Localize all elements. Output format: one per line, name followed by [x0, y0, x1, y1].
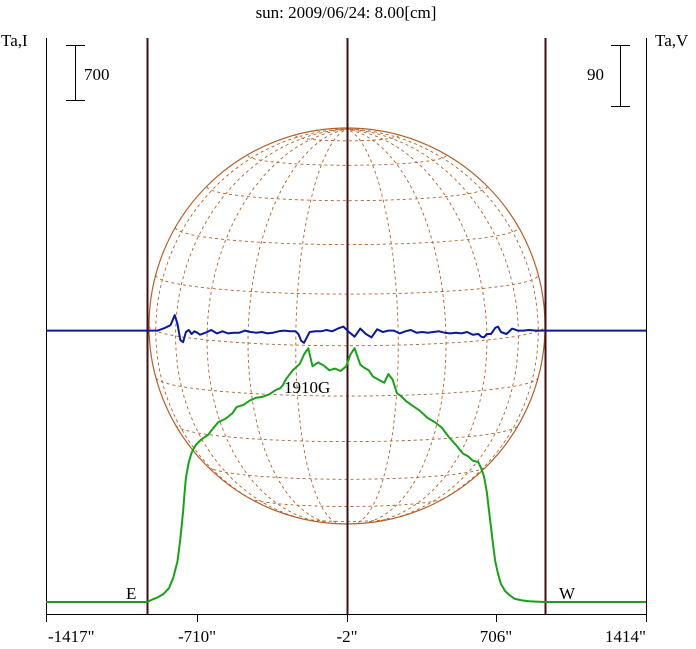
x-axis-ticks: -1417" -710" -2" 706" 1414" [46, 614, 647, 646]
latitude-line [175, 425, 519, 443]
polarization-series-line [46, 314, 646, 344]
longitude-line [206, 128, 348, 524]
annotation-1910g: 1910G [284, 378, 330, 397]
x-tick-label: -2" [336, 627, 357, 646]
longitude-line [247, 128, 348, 524]
longitude-line [346, 128, 519, 522]
longitude-line [155, 128, 348, 513]
left-scale-bar-label: 700 [84, 65, 110, 84]
longitude-line [346, 128, 447, 524]
longitude-line [346, 128, 488, 524]
right-scale-bar-label: 90 [587, 65, 604, 84]
marker-label: E [126, 584, 136, 603]
right-axis-label: Ta,V [655, 31, 689, 50]
x-tick-label: 1414" [605, 627, 646, 646]
x-tick-label: -1417" [48, 627, 95, 646]
left-scale-bar [66, 45, 85, 101]
right-scale-bar [611, 45, 630, 107]
chart-title: sun: 2009/06/24: 8.00[cm] [256, 3, 437, 22]
longitude-line [346, 128, 539, 513]
left-axis-label: Ta,I [1, 31, 28, 50]
longitude-line [295, 128, 348, 524]
series-layer [46, 314, 646, 603]
plot-frame [46, 38, 647, 615]
intensity-series-line [46, 347, 646, 603]
marker-label: W [559, 584, 576, 603]
longitude-line [175, 128, 348, 522]
longitude-line [346, 128, 399, 524]
x-tick-label: 706" [480, 627, 512, 646]
x-tick-label: -710" [178, 627, 216, 646]
